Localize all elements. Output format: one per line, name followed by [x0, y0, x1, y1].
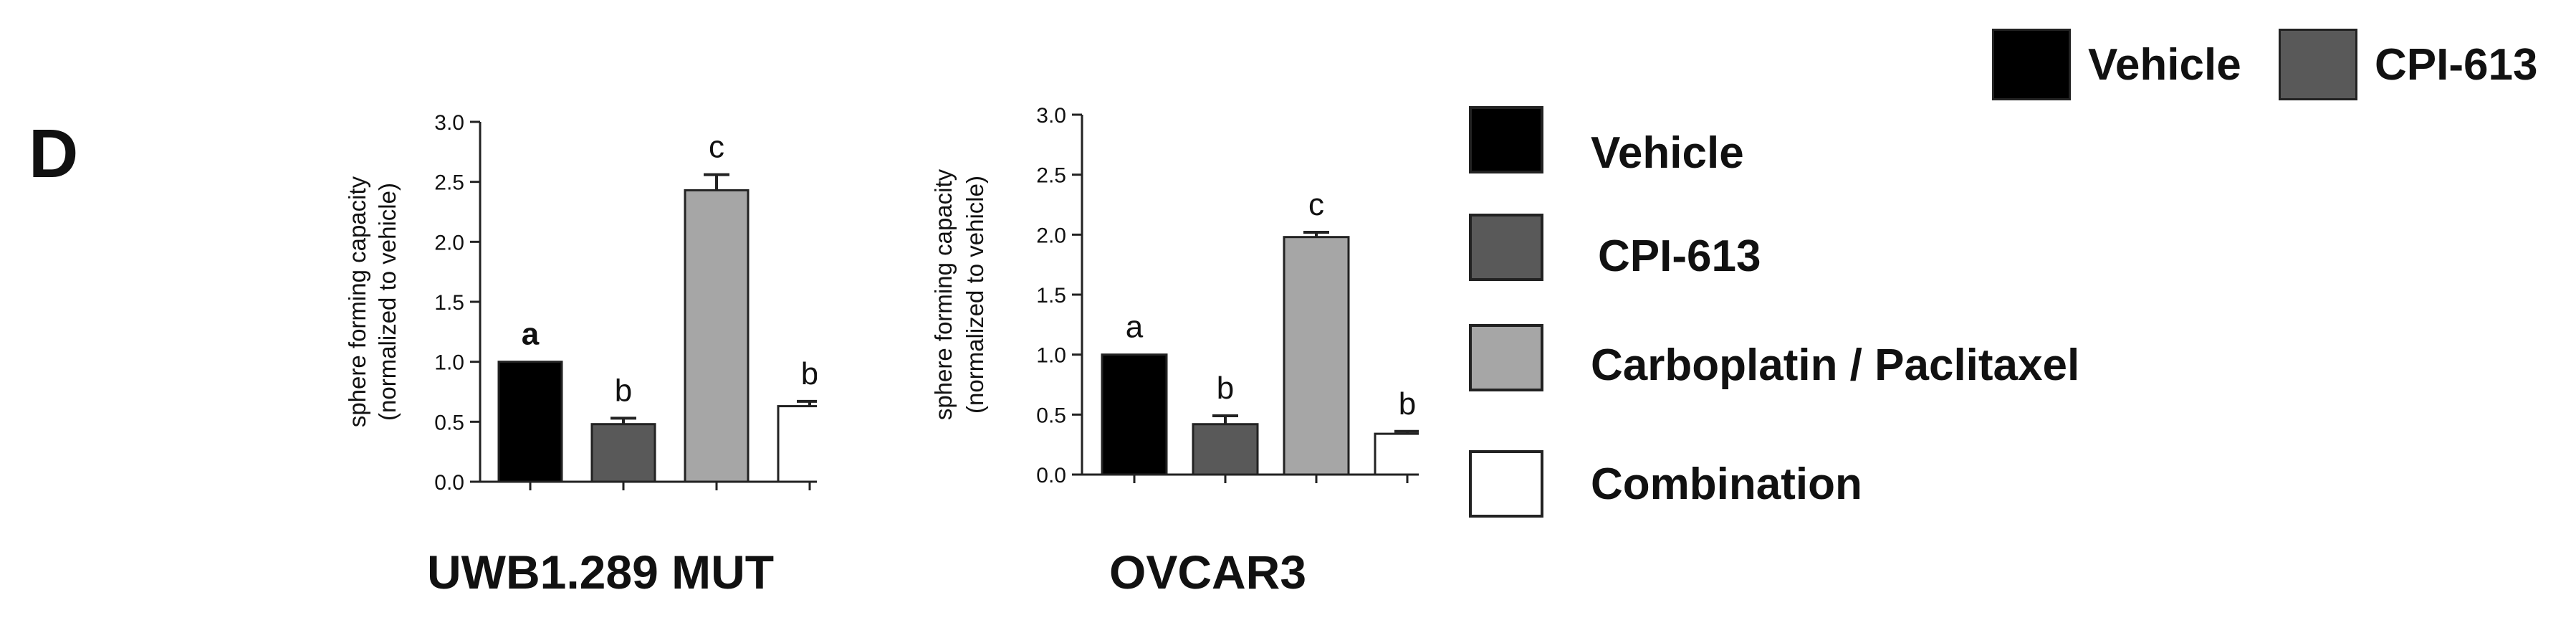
legend-label: Vehicle: [2088, 39, 2241, 90]
legend-swatch-vehicle: [1992, 29, 2071, 100]
bar-3: [1283, 236, 1350, 476]
legend-item-combination: Combination: [1469, 450, 1862, 518]
y-axis-label: sphere forming capacity: [930, 168, 957, 420]
bar-1: [497, 361, 563, 483]
significance-letter: b: [1217, 371, 1234, 406]
legend-swatch-cpi613: [2279, 29, 2357, 100]
y-tick-label: 2.5: [434, 171, 464, 195]
bar-3: [684, 189, 750, 483]
y-axis-label: sphere forming capacity: [344, 176, 370, 427]
y-tick-label: 0.0: [434, 471, 464, 495]
y-tick-label: 1.0: [1036, 344, 1066, 368]
significance-letter: b: [615, 373, 632, 408]
top-legend-item-cpi613: CPI-613: [2279, 29, 2537, 100]
chart-title-ovcar3: OVCAR3: [1109, 546, 1307, 599]
y-axis-label: (normalized to vehicle): [962, 176, 988, 414]
y-tick-label: 1.0: [434, 351, 464, 375]
bar-2: [1192, 423, 1259, 476]
legend-item-carboplatin-paclitaxel: Carboplatin / Paclitaxel: [1469, 324, 2079, 391]
y-tick-label: 2.5: [1036, 164, 1066, 188]
y-axis-label: (normalized to vehicle): [374, 183, 401, 421]
bar-chart-uwb1289: 0.0 0.5 1.0 1.5 2.0 2.5 3.0 sphere forming capa…: [344, 111, 817, 495]
y-tick-label: 1.5: [1036, 284, 1066, 308]
bar-4: [777, 405, 817, 483]
legend-swatch-vehicle: [1469, 106, 1543, 173]
y-tick-label: 0.5: [1036, 404, 1066, 427]
y-tick-label: 2.0: [1036, 224, 1066, 247]
legend-label: CPI-613: [1598, 232, 1761, 281]
y-tick-label: 0.5: [434, 411, 464, 434]
y-tick-label: 2.0: [434, 231, 464, 254]
chart-title-uwb1289: UWB1.289 MUT: [427, 546, 775, 599]
legend-label: Carboplatin / Paclitaxel: [1591, 341, 2080, 390]
significance-letter: c: [709, 130, 724, 165]
legend-swatch-carboplatin-paclitaxel: [1469, 324, 1543, 391]
significance-letter: a: [1126, 310, 1144, 345]
y-tick-label: 0.0: [1036, 464, 1066, 487]
legend-item-vehicle: Vehicle: [1469, 106, 1744, 178]
y-tick-label: 3.0: [1036, 104, 1066, 128]
significance-letter: a: [522, 317, 540, 352]
legend-swatch-combination: [1469, 450, 1543, 518]
y-tick-label: 1.5: [434, 291, 464, 315]
legend-label: Combination: [1591, 460, 1862, 509]
bar-1: [1101, 353, 1168, 476]
bar-2: [590, 423, 656, 483]
significance-letter: c: [1308, 187, 1324, 222]
bar-chart-ovcar3: 0.0 0.5 1.0 1.5 2.0 2.5 3.0 sphere forming capa…: [930, 104, 1419, 487]
significance-letter: b: [801, 356, 817, 391]
legend-label: Vehicle: [1591, 128, 1744, 178]
legend-item-cpi613: CPI-613: [1469, 214, 1761, 281]
panel-letter: D: [29, 115, 79, 192]
top-legend-item-vehicle: Vehicle: [1992, 29, 2241, 100]
bar-4: [1374, 432, 1419, 476]
significance-letter: b: [1399, 386, 1416, 422]
legend-label: CPI-613: [2375, 39, 2538, 90]
legend-swatch-cpi613: [1469, 214, 1543, 281]
y-tick-label: 3.0: [434, 111, 464, 135]
